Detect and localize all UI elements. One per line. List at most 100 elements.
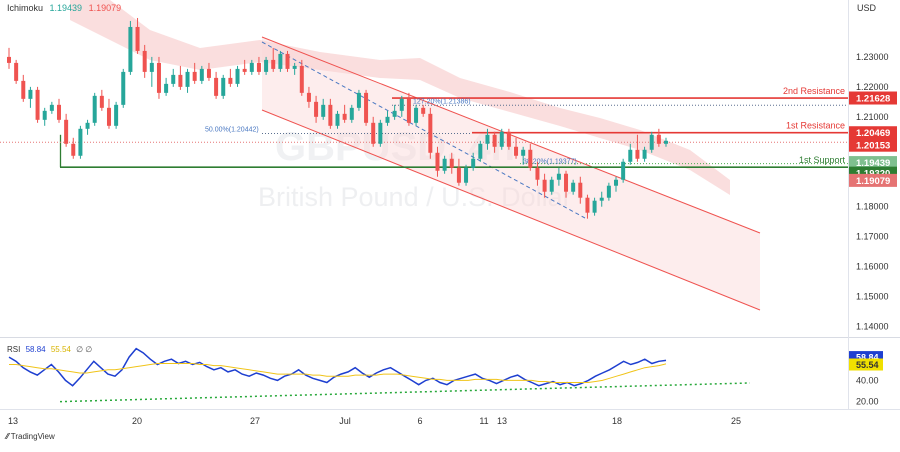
price-label-text: 1.21628 [856, 94, 890, 105]
candle-body [71, 143, 76, 156]
candle-body [149, 62, 154, 72]
candle-body [649, 134, 654, 150]
candle-body [64, 119, 69, 144]
time-tick-label: 13 [497, 416, 507, 426]
rsi-header[interactable]: RSI 58.84 55.54 ∅ ∅ [7, 345, 92, 354]
candle-body [535, 167, 540, 180]
candle-body [335, 113, 340, 126]
candle-body [606, 185, 611, 198]
candle-body [414, 107, 419, 123]
rsi-value-text: 55.54 [856, 360, 879, 370]
rsi-ma-line [9, 363, 667, 383]
candle-body [585, 197, 590, 213]
price-label-box [849, 138, 897, 152]
candle-body [442, 158, 447, 171]
candle-body [435, 152, 440, 171]
candle-body [571, 182, 576, 192]
fib-diagonal [261, 41, 586, 219]
candle-body [14, 62, 19, 81]
price-label-text: 1.19439 [856, 158, 890, 169]
candle-body [99, 95, 104, 108]
candle-body [192, 71, 197, 81]
candle-body [314, 101, 319, 117]
time-tick-label: 20 [132, 416, 142, 426]
candle-body [178, 74, 183, 87]
candle-body [556, 173, 561, 180]
watermark-description: British Pound / U.S. Dollar [258, 182, 572, 212]
time-tick-label: 6 [417, 416, 422, 426]
candle-body [385, 116, 390, 123]
price-label-text: 1.20153 [856, 141, 890, 152]
rsi-extra: ∅ ∅ [76, 345, 93, 354]
candle-body [492, 134, 497, 147]
candle-body [635, 149, 640, 159]
candle-body [242, 68, 247, 72]
time-axis: 13 20 27 Jul 6 11 13 18 25 [8, 416, 741, 426]
candle-body [514, 146, 519, 156]
fib-label: 127.20%(1.21386) [413, 98, 471, 105]
fib-label: 38.20%(1.19377) [523, 158, 577, 165]
candle-body [199, 68, 204, 81]
candle-body [614, 179, 619, 186]
time-tick-label: 27 [250, 416, 260, 426]
indicator-header[interactable]: Ichimoku 1.19439 1.19079 [7, 3, 121, 13]
candle-body [471, 158, 476, 168]
ichimoku-cloud [70, 0, 730, 195]
branding-text: TradingView [10, 432, 55, 441]
candle-body [328, 104, 333, 126]
candle-body [299, 65, 304, 93]
candle-body [399, 98, 404, 111]
price-tick-label: 1.21000 [856, 112, 889, 122]
candle-body [321, 104, 326, 117]
candle-body [456, 167, 461, 183]
candle-body [185, 71, 190, 87]
candles [7, 17, 668, 219]
rsi-trendline [59, 382, 751, 403]
rsi-line [8, 347, 667, 387]
candle-body [478, 143, 483, 159]
price-labels: 1.216281.204691.201531.194391.193201.190… [849, 91, 897, 187]
candle-body [7, 56, 11, 63]
fib-label: 50.00%(1.20442) [205, 127, 259, 134]
candle-body [114, 104, 119, 126]
candle-body [656, 134, 661, 144]
level-lines: 2nd Resistance 1st Resistance 1st Support 1… [0, 86, 848, 168]
candle-body [578, 182, 583, 198]
candle-body [449, 158, 454, 168]
candle-body [564, 173, 569, 192]
channel-upper-line [261, 36, 761, 234]
candle-body [406, 98, 411, 123]
time-tick-label: 25 [731, 416, 741, 426]
candle-body [214, 77, 219, 96]
candle-body [35, 89, 40, 120]
candle-body [249, 62, 254, 72]
candle-body [164, 83, 169, 93]
tradingview-icon: ⁄⁄ [6, 432, 9, 441]
indicator-value-1: 1.19439 [49, 3, 83, 13]
price-label-text: 1.20469 [856, 128, 890, 139]
candle-body [121, 71, 126, 105]
candle-body [256, 62, 261, 72]
tradingview-logo[interactable]: ⁄⁄ TradingView [6, 432, 55, 441]
candle-body [56, 104, 61, 120]
rsi-name: RSI [7, 345, 21, 354]
price-tick-label: 1.15000 [856, 292, 889, 302]
candle-body [349, 107, 354, 120]
indicator-name: Ichimoku [7, 3, 44, 13]
candle-body [135, 26, 140, 51]
candle-body [206, 68, 211, 78]
candle-body [21, 80, 26, 99]
candle-body [599, 197, 604, 201]
rsi-value-text: 58.84 [856, 353, 879, 363]
level-label: 1st Support [799, 155, 846, 165]
price-tick-label: 1.14000 [856, 322, 889, 332]
candle-body [221, 77, 226, 96]
candle-body [521, 149, 526, 156]
rsi-value-1: 58.84 [25, 345, 46, 354]
candle-body [592, 200, 597, 213]
indicator-value-2: 1.19079 [88, 3, 122, 13]
